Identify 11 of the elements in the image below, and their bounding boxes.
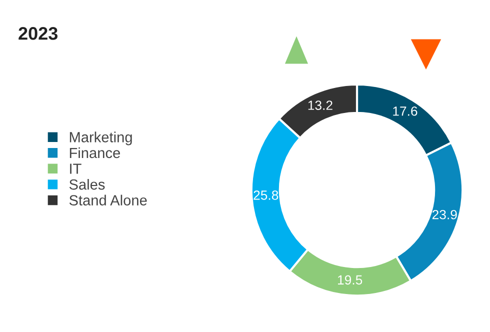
data-label: 17.6	[393, 106, 418, 116]
data-label: 19.5	[338, 275, 362, 285]
chart-title: 2023	[18, 27, 58, 40]
data-label: 23.9	[432, 210, 457, 220]
legend-label: Sales	[69, 178, 105, 190]
legend-label: Stand Alone	[69, 194, 147, 206]
legend-label: Finance	[70, 147, 120, 158]
data-label: 25.8	[254, 190, 278, 200]
legend-label: IT	[70, 164, 82, 174]
legend-label: Marketing	[70, 132, 132, 146]
data-label: 13.2	[308, 100, 332, 110]
